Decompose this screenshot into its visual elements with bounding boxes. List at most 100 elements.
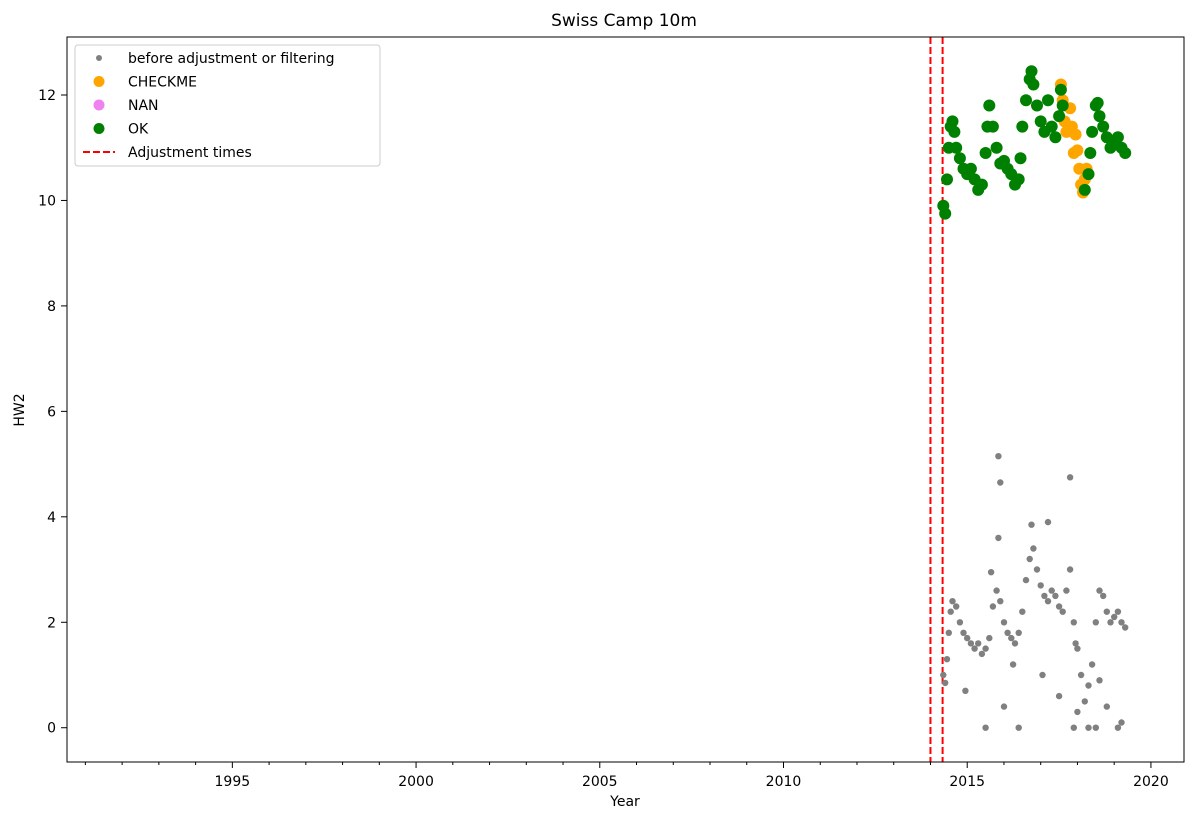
data-point: [1034, 115, 1047, 128]
data-point: [982, 724, 989, 731]
data-point: [1056, 99, 1069, 112]
legend-label: NAN: [128, 98, 159, 114]
legend-swatch-dot: [93, 123, 105, 134]
data-point: [1077, 671, 1085, 679]
data-point: [1004, 629, 1011, 636]
legend-label: Adjustment times: [128, 145, 252, 161]
data-point: [978, 650, 986, 658]
data-point: [1033, 566, 1041, 573]
data-point: [960, 629, 967, 636]
data-point: [995, 453, 1002, 460]
data-point: [1072, 640, 1079, 647]
data-point: [1074, 708, 1081, 716]
data-point: [941, 173, 953, 186]
data-point: [997, 598, 1004, 605]
data-point: [1030, 545, 1037, 552]
data-point: [993, 587, 1000, 594]
data-point: [1053, 110, 1066, 123]
data-point: [986, 120, 999, 133]
data-point: [1114, 608, 1122, 615]
data-point: [1015, 629, 1022, 636]
data-point: [1081, 698, 1089, 705]
data-point: [950, 141, 963, 154]
data-point: [940, 671, 947, 679]
data-point: [1020, 94, 1032, 107]
y-tick-label: 2: [47, 615, 56, 631]
data-point: [956, 619, 964, 626]
data-point: [1016, 120, 1029, 133]
data-point: [1092, 619, 1100, 626]
y-tick-label: 10: [38, 193, 56, 209]
data-point: [1052, 592, 1059, 600]
data-point: [1092, 724, 1100, 731]
data-point: [995, 534, 1002, 542]
data-point: [1088, 661, 1096, 668]
data-point: [983, 99, 996, 112]
data-point: [1063, 587, 1070, 594]
data-point: [971, 645, 978, 652]
data-point: [964, 634, 971, 642]
data-point: [1118, 619, 1125, 626]
data-point: [1096, 587, 1103, 594]
data-point: [1093, 110, 1106, 123]
plot-frame: [66, 36, 1185, 763]
data-point: [1042, 94, 1054, 107]
y-axis-label: HW2: [12, 393, 28, 426]
data-point: [975, 640, 982, 647]
plot-area: [929, 37, 1132, 762]
data-point: [1045, 120, 1058, 133]
data-point: [1082, 168, 1095, 181]
x-tick-label: 2000: [398, 774, 434, 790]
y-tick-label: 0: [47, 721, 56, 737]
data-point: [948, 125, 961, 138]
x-tick-label: 2020: [1133, 774, 1169, 790]
data-point: [1011, 640, 1019, 647]
data-point: [1041, 592, 1048, 600]
data-point: [939, 207, 952, 220]
data-point: [1054, 83, 1067, 96]
legend: before adjustment or filtering CHECKME NAN…: [74, 44, 381, 167]
data-point: [997, 479, 1004, 486]
data-point: [979, 147, 992, 159]
data-point: [1111, 131, 1124, 144]
data-point: [1000, 619, 1008, 626]
data-point: [982, 645, 989, 652]
y-tick-label: 8: [47, 299, 56, 315]
data-point: [1119, 147, 1132, 159]
data-point: [1085, 682, 1092, 689]
data-point: [1071, 144, 1084, 157]
data-point: [1055, 603, 1063, 610]
axes: 1995 2000 2005 2010 2015 2020 0 2 4 6 8 10 12: [38, 88, 1169, 790]
y-tick-label: 6: [47, 404, 56, 420]
data-point: [1096, 677, 1103, 684]
data-point: [1084, 147, 1097, 159]
data-point: [942, 679, 949, 687]
x-tick-label: 1995: [215, 774, 251, 790]
data-point: [1066, 566, 1074, 573]
data-point: [1037, 582, 1044, 589]
x-tick-label: 2015: [949, 774, 985, 790]
data-point: [1048, 587, 1055, 594]
data-point: [989, 603, 997, 610]
data-point: [1069, 128, 1082, 141]
data-point: [975, 178, 988, 191]
data-point: [1103, 703, 1111, 710]
data-point: [1000, 703, 1008, 710]
x-tick-label: 2010: [766, 774, 802, 790]
data-point: [1118, 719, 1125, 726]
data-point: [953, 152, 966, 165]
legend-label: before adjustment or filtering: [128, 51, 335, 67]
data-point: [1049, 131, 1062, 144]
data-point: [949, 598, 956, 605]
data-point: [1044, 598, 1052, 605]
data-point: [1085, 724, 1092, 731]
data-point: [1028, 521, 1035, 528]
data-point: [1100, 592, 1107, 600]
data-point: [1070, 724, 1078, 731]
data-point: [1027, 78, 1040, 91]
legend-swatch-dot: [96, 55, 102, 61]
data-point: [1059, 608, 1066, 615]
data-point: [953, 603, 960, 610]
data-point: [1066, 474, 1074, 481]
chart-title: Swiss Camp 10m: [551, 11, 697, 31]
